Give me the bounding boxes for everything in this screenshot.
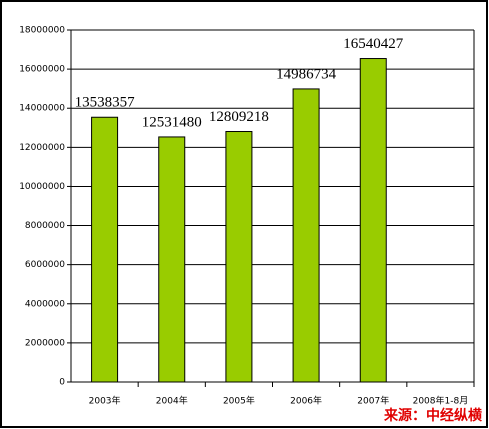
y-tick-label: 6000000 bbox=[25, 260, 65, 270]
value-label: 13538357 bbox=[75, 95, 136, 111]
x-tick-label: 2003年 bbox=[89, 395, 121, 407]
y-tick-label: 18000000 bbox=[19, 26, 65, 36]
bar bbox=[158, 136, 186, 383]
x-tick-label: 2007年 bbox=[357, 395, 389, 407]
y-tick-label: 4000000 bbox=[25, 299, 65, 309]
value-label: 14986734 bbox=[276, 66, 337, 82]
y-tick-label: 10000000 bbox=[19, 182, 65, 192]
y-tick-label: 12000000 bbox=[19, 143, 65, 153]
value-label: 12531480 bbox=[142, 114, 202, 130]
y-tick-label: 8000000 bbox=[25, 221, 65, 231]
y-tick-label: 14000000 bbox=[19, 104, 65, 114]
x-tick-label: 2005年 bbox=[223, 395, 255, 407]
x-tick-label: 2008年1-8月 bbox=[413, 395, 469, 407]
bar bbox=[91, 116, 119, 383]
source-note: 来源：中经纵横 bbox=[383, 407, 483, 424]
y-tick-label: 2000000 bbox=[25, 338, 65, 348]
bar bbox=[359, 58, 387, 383]
y-tick-label: 0 bbox=[59, 378, 65, 388]
x-tick-label: 2004年 bbox=[156, 395, 188, 407]
bar bbox=[225, 131, 253, 383]
value-label: 12809218 bbox=[209, 109, 269, 125]
y-tick-label: 16000000 bbox=[19, 65, 65, 75]
x-tick-label: 2006年 bbox=[290, 395, 322, 407]
bar bbox=[292, 88, 320, 383]
value-label: 16540427 bbox=[343, 36, 404, 52]
